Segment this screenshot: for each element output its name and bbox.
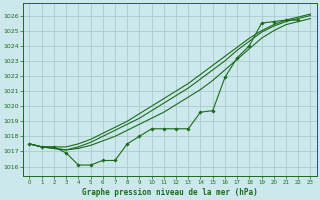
X-axis label: Graphe pression niveau de la mer (hPa): Graphe pression niveau de la mer (hPa) xyxy=(82,188,258,197)
